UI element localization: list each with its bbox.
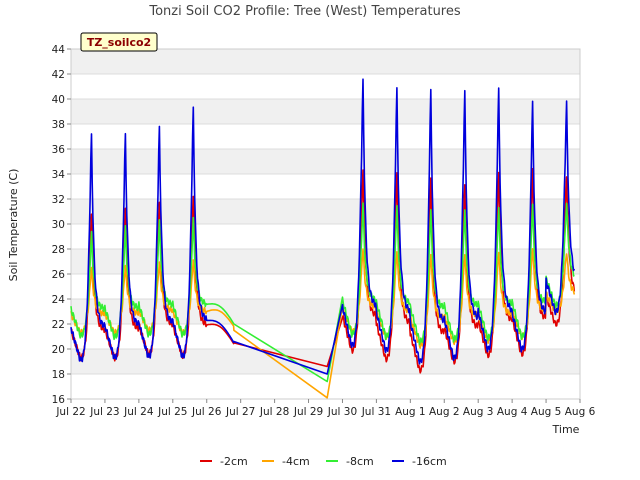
y-tick-label: 18 (52, 369, 65, 381)
site-badge: TZ_soilco2 (80, 32, 158, 52)
x-tick-label: Aug 4 (497, 406, 528, 418)
x-tick-label: Jul 22 (55, 406, 85, 418)
plot-band (71, 349, 580, 374)
x-tick-label: Aug 3 (463, 406, 494, 418)
x-tick-label: Aug 1 (395, 406, 426, 418)
plot-band (71, 49, 580, 74)
x-tick-label: Jul 28 (259, 406, 289, 418)
chart-title: Tonzi Soil CO2 Profile: Tree (West) Temp… (148, 4, 461, 19)
y-tick-label: 34 (52, 169, 66, 181)
x-axis-label: Time (552, 423, 580, 436)
site-badge-box (80, 32, 158, 52)
x-tick-label: Jul 29 (293, 406, 323, 418)
x-tick-label: Aug 6 (565, 406, 596, 418)
plot-band (71, 199, 580, 224)
x-tick-label: Aug 2 (429, 406, 460, 418)
series-line-16cmcm (70, 78, 576, 375)
y-tick-label: 26 (52, 269, 66, 281)
site-badge-label: TZ_soilco2 (87, 36, 151, 49)
y-tick-label: 44 (52, 44, 66, 56)
y-tick-label: 38 (52, 119, 65, 131)
y-axis-ticks: 16 18 20 22 24 26 28 30 32 34 36 38 40 42 44 (52, 44, 71, 406)
legend-label: -4cm (282, 455, 310, 468)
x-tick-label: Jul 27 (225, 406, 255, 418)
legend-label: -8cm (346, 455, 374, 468)
x-tick-label: Jul 26 (191, 406, 222, 418)
plot-band (71, 149, 580, 174)
x-tick-label: Aug 5 (531, 406, 562, 418)
legend: -2cm -4cm -8cm -16cm (200, 455, 447, 468)
x-tick-label: Jul 24 (123, 406, 154, 418)
y-tick-label: 40 (52, 94, 65, 106)
plot-band (71, 99, 580, 124)
y-tick-label: 22 (52, 319, 65, 331)
series-lines (70, 78, 576, 399)
x-tick-label: Jul 23 (89, 406, 119, 418)
x-tick-label: Jul 30 (327, 406, 357, 418)
x-axis-ticks: Jul 22 Jul 23 Jul 24 Jul 25 Jul 26 Jul 27 Jul … (55, 399, 596, 418)
x-tick-label: Jul 31 (361, 406, 391, 418)
y-tick-label: 16 (52, 394, 66, 406)
y-axis-label: Soil Temperature (C) (7, 169, 20, 282)
y-tick-label: 24 (52, 294, 66, 306)
y-tick-label: 30 (52, 219, 65, 231)
y-tick-label: 32 (52, 194, 65, 206)
legend-label: -16cm (412, 455, 447, 468)
y-tick-label: 42 (52, 69, 65, 81)
x-tick-label: Jul 25 (157, 406, 187, 418)
y-tick-label: 28 (52, 244, 65, 256)
y-tick-label: 20 (52, 344, 65, 356)
legend-label: -2cm (220, 455, 248, 468)
y-tick-label: 36 (52, 144, 66, 156)
